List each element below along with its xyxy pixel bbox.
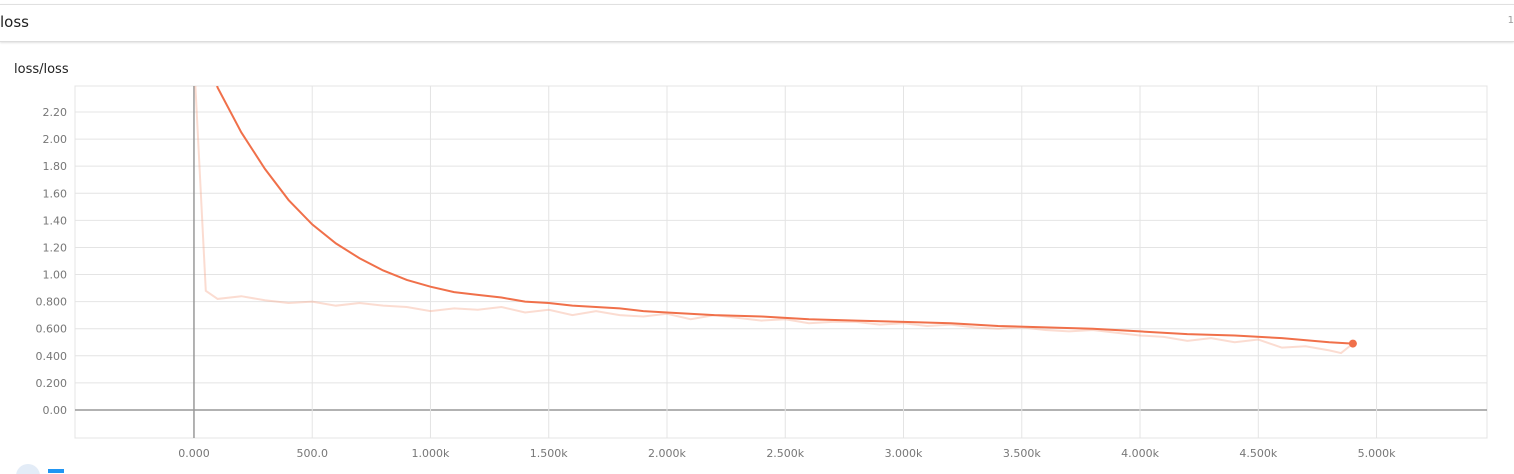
x-tick-label: 1.000k (412, 447, 450, 460)
y-tick-label: 1.80 (43, 160, 68, 173)
chart-title: loss/loss (14, 62, 69, 77)
card-title: loss (0, 13, 29, 31)
x-tick-label: 4.000k (1121, 447, 1159, 460)
y-tick-label: 0.800 (36, 296, 68, 309)
toolbar-icon[interactable] (16, 464, 40, 474)
x-tick-label: 0.000 (178, 447, 210, 460)
x-tick-label: 2.500k (766, 447, 804, 460)
grid (74, 85, 1488, 439)
x-tick-label: 4.500k (1239, 447, 1277, 460)
y-tick-label: 1.60 (43, 187, 68, 200)
y-tick-label: 0.400 (36, 350, 68, 363)
x-tick-label: 1.500k (530, 447, 568, 460)
series-line (194, 86, 1354, 355)
y-tick-label: 0.200 (36, 377, 68, 390)
toolbar-icon[interactable] (48, 469, 64, 473)
series-line (216, 86, 1353, 345)
y-tick-label: 1.40 (43, 214, 68, 227)
y-tick-label: 0.600 (36, 323, 68, 336)
y-tick-label: 0.00 (43, 404, 68, 417)
plot-area (194, 86, 1357, 355)
x-tick-label: 500.0 (296, 447, 328, 460)
x-tick-label: 3.500k (1003, 447, 1041, 460)
y-tick-label: 2.00 (43, 133, 68, 146)
last-point (1348, 339, 1357, 348)
y-tick-label: 1.00 (43, 269, 68, 282)
header-badge: 1 (1507, 15, 1514, 26)
y-tick-label: 1.20 (43, 241, 68, 254)
axis-labels: 0.00 0.200 0.400 0.600 0.800 1.00 1.20 1.40 1.60… (36, 106, 1397, 460)
x-tick-label: 3.000k (885, 447, 923, 460)
card-header: loss 1 (0, 4, 1514, 42)
x-tick-label: 5.000k (1358, 447, 1396, 460)
y-tick-label: 2.20 (43, 106, 68, 119)
x-tick-label: 2.000k (648, 447, 686, 460)
plot-frame (74, 85, 1488, 439)
